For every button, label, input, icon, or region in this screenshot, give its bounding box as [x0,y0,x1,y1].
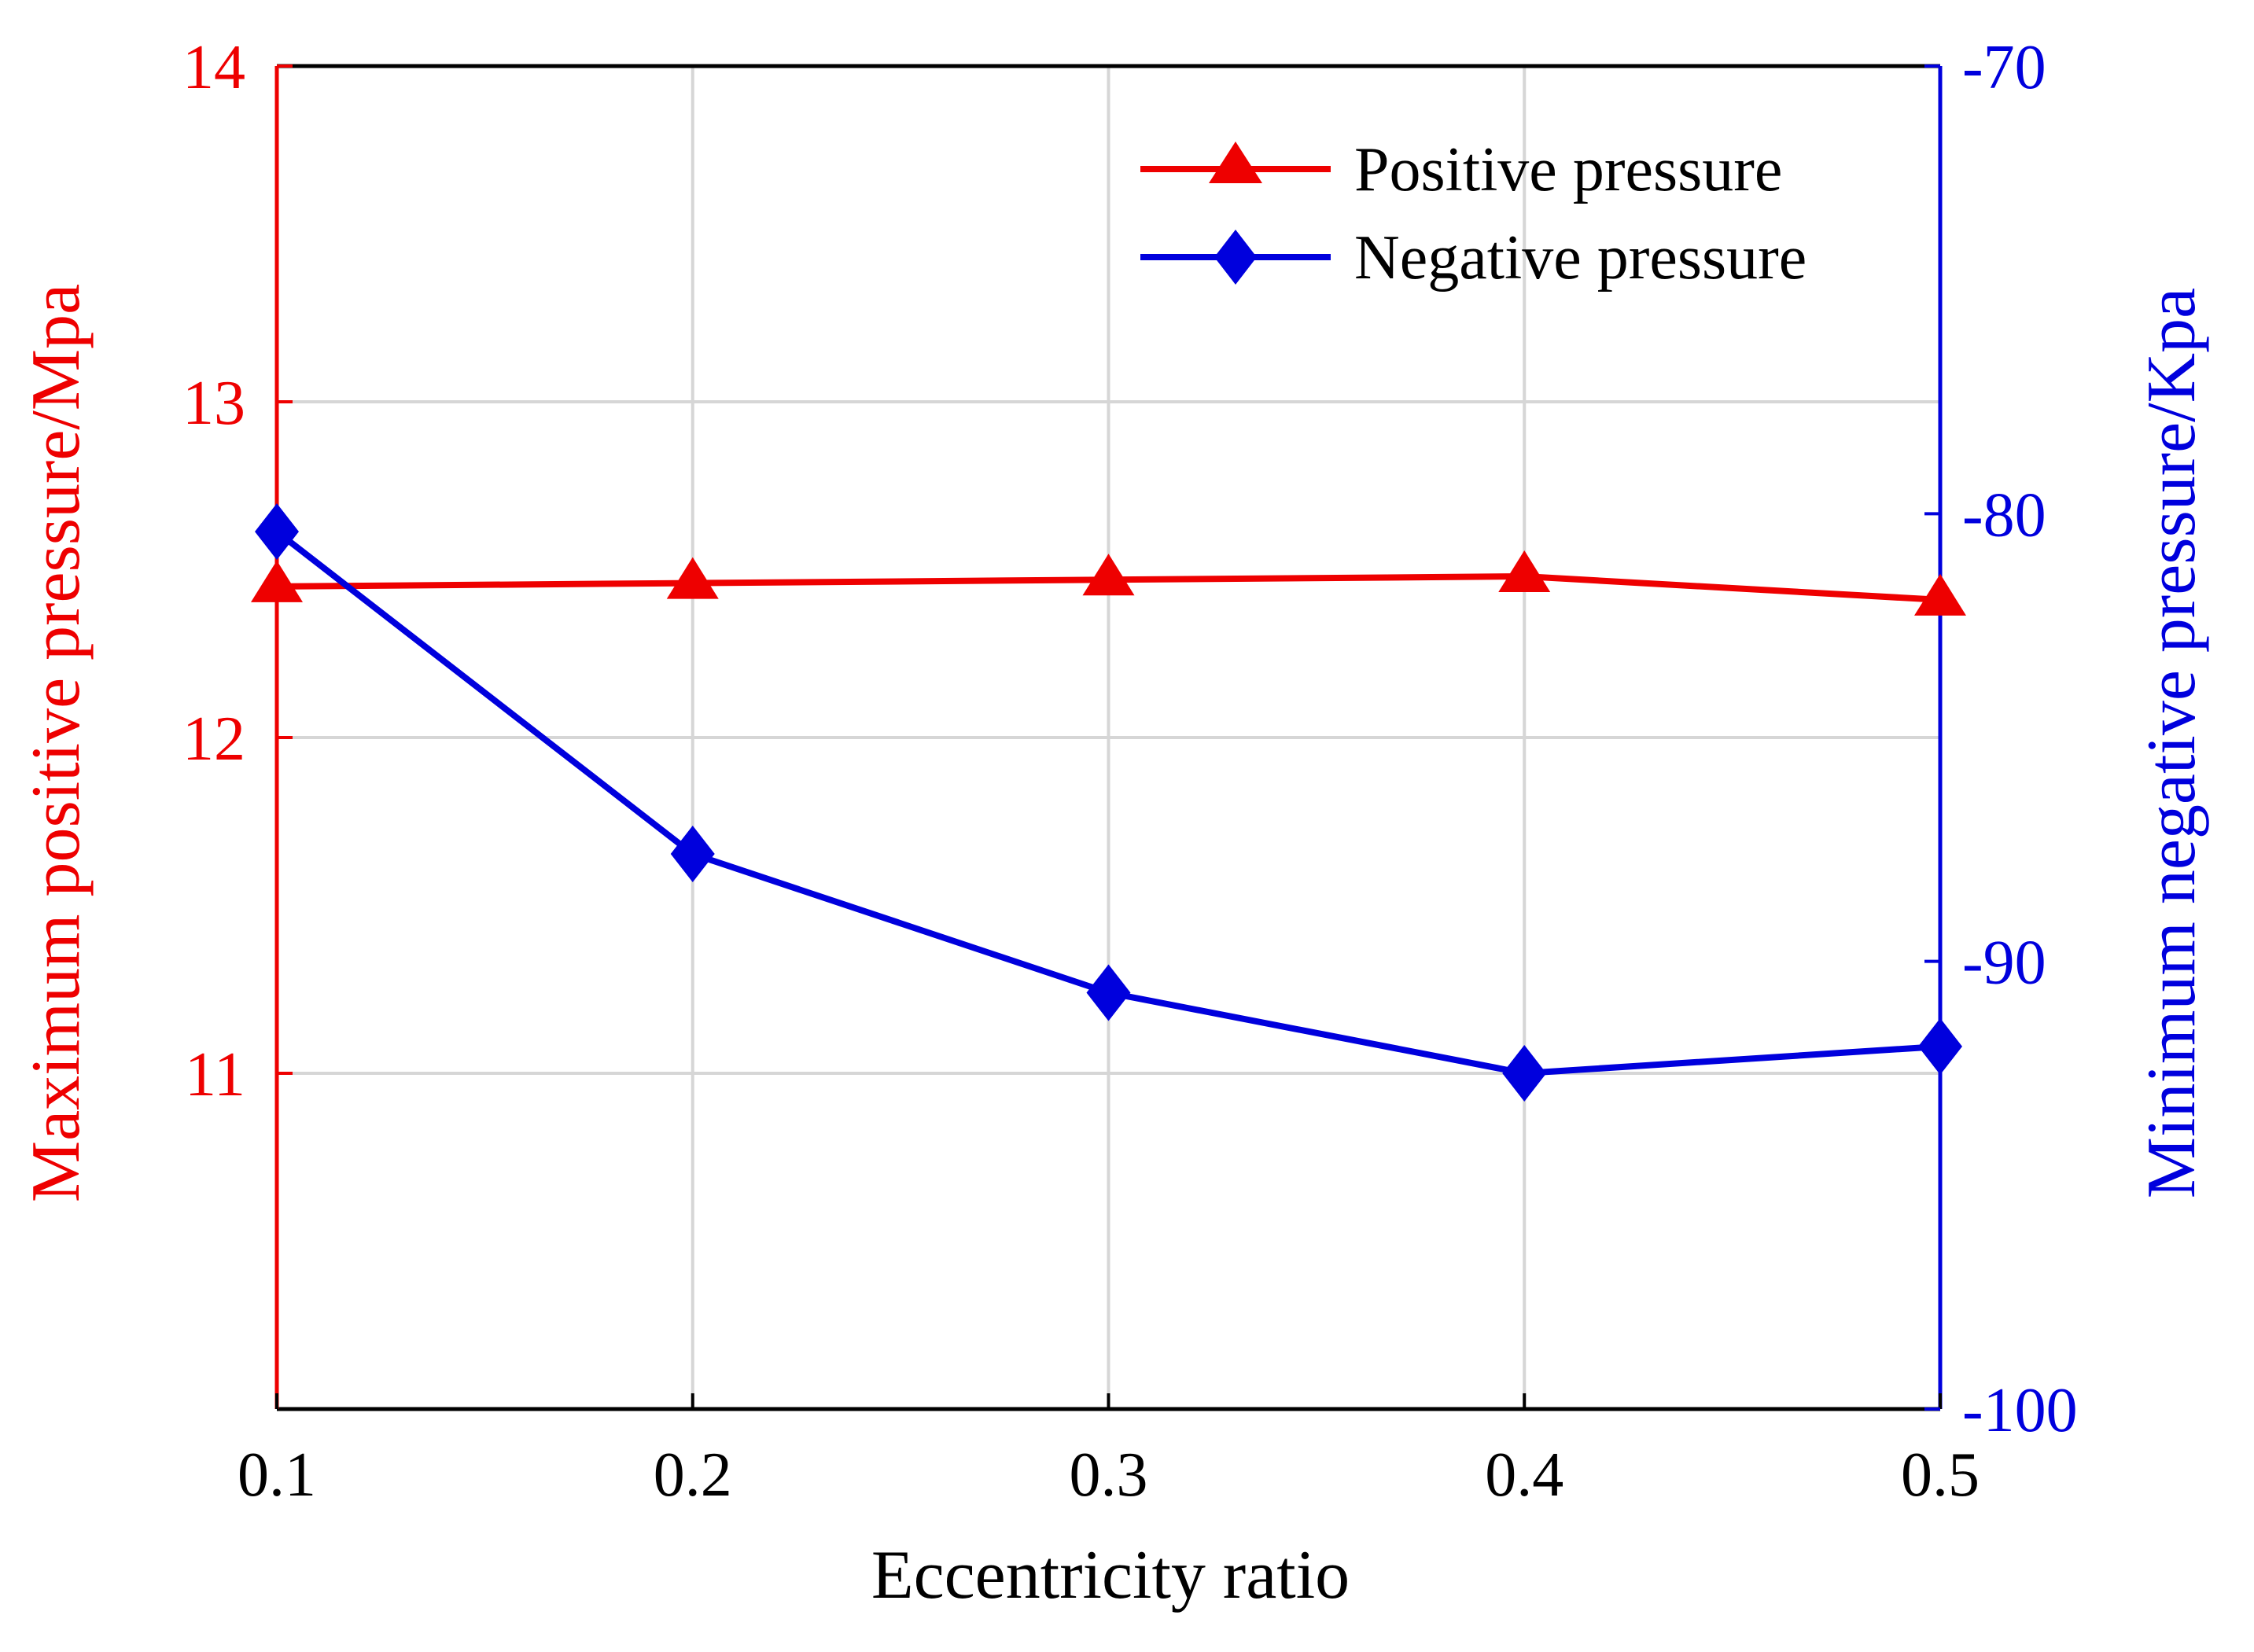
x-tick-label: 0.5 [1901,1440,1980,1510]
y-axis-left-title: Maximum positive pressure/Mpa [18,284,94,1202]
negative-pressure-point [670,826,715,883]
legend-triangle-marker [1209,142,1262,183]
x-tick-label: 0.3 [1070,1440,1148,1510]
legend: Positive pressure Negative pressure [1140,135,1807,293]
negative-pressure-point [1918,1017,1962,1075]
positive-pressure-point [1082,554,1135,596]
legend-diamond-marker [1214,230,1257,285]
negative-pressure-point [1502,1045,1547,1102]
y-right-tick-label: -80 [1962,480,2046,550]
positive-pressure-point [1498,550,1551,593]
y-right-tick-label: -90 [1962,929,2046,998]
series [251,503,1966,1102]
negative-pressure-point [1086,964,1131,1021]
x-axis-title: Eccentricity ratio [871,1537,1350,1613]
x-tick-label: 0.1 [238,1440,316,1510]
y-left-tick-label: 12 [182,705,245,774]
legend-label-negative: Negative pressure [1354,223,1807,293]
y-left-tick-label: 11 [185,1040,245,1109]
positive-pressure-point [1914,573,1966,616]
legend-label-positive: Positive pressure [1354,135,1782,204]
x-tick-label: 0.2 [654,1440,732,1510]
y-right-tick-label: -70 [1962,33,2046,102]
y-left-tick-label: 14 [182,33,245,102]
positive-pressure-point [666,557,719,599]
negative-pressure-point [255,503,299,561]
x-tick-label: 0.4 [1485,1440,1563,1510]
positive-pressure-point [251,560,303,602]
y-axis-right-title: Minimum negative pressure/Kpa [2134,288,2210,1198]
grid [277,66,1940,1409]
ticks: 0.1 0.2 0.3 0.4 0.5 11 12 13 14 -100 -90 -80 -70 [182,33,2078,1510]
y-right-tick-label: -100 [1962,1376,2078,1445]
y-left-tick-label: 13 [182,369,245,438]
